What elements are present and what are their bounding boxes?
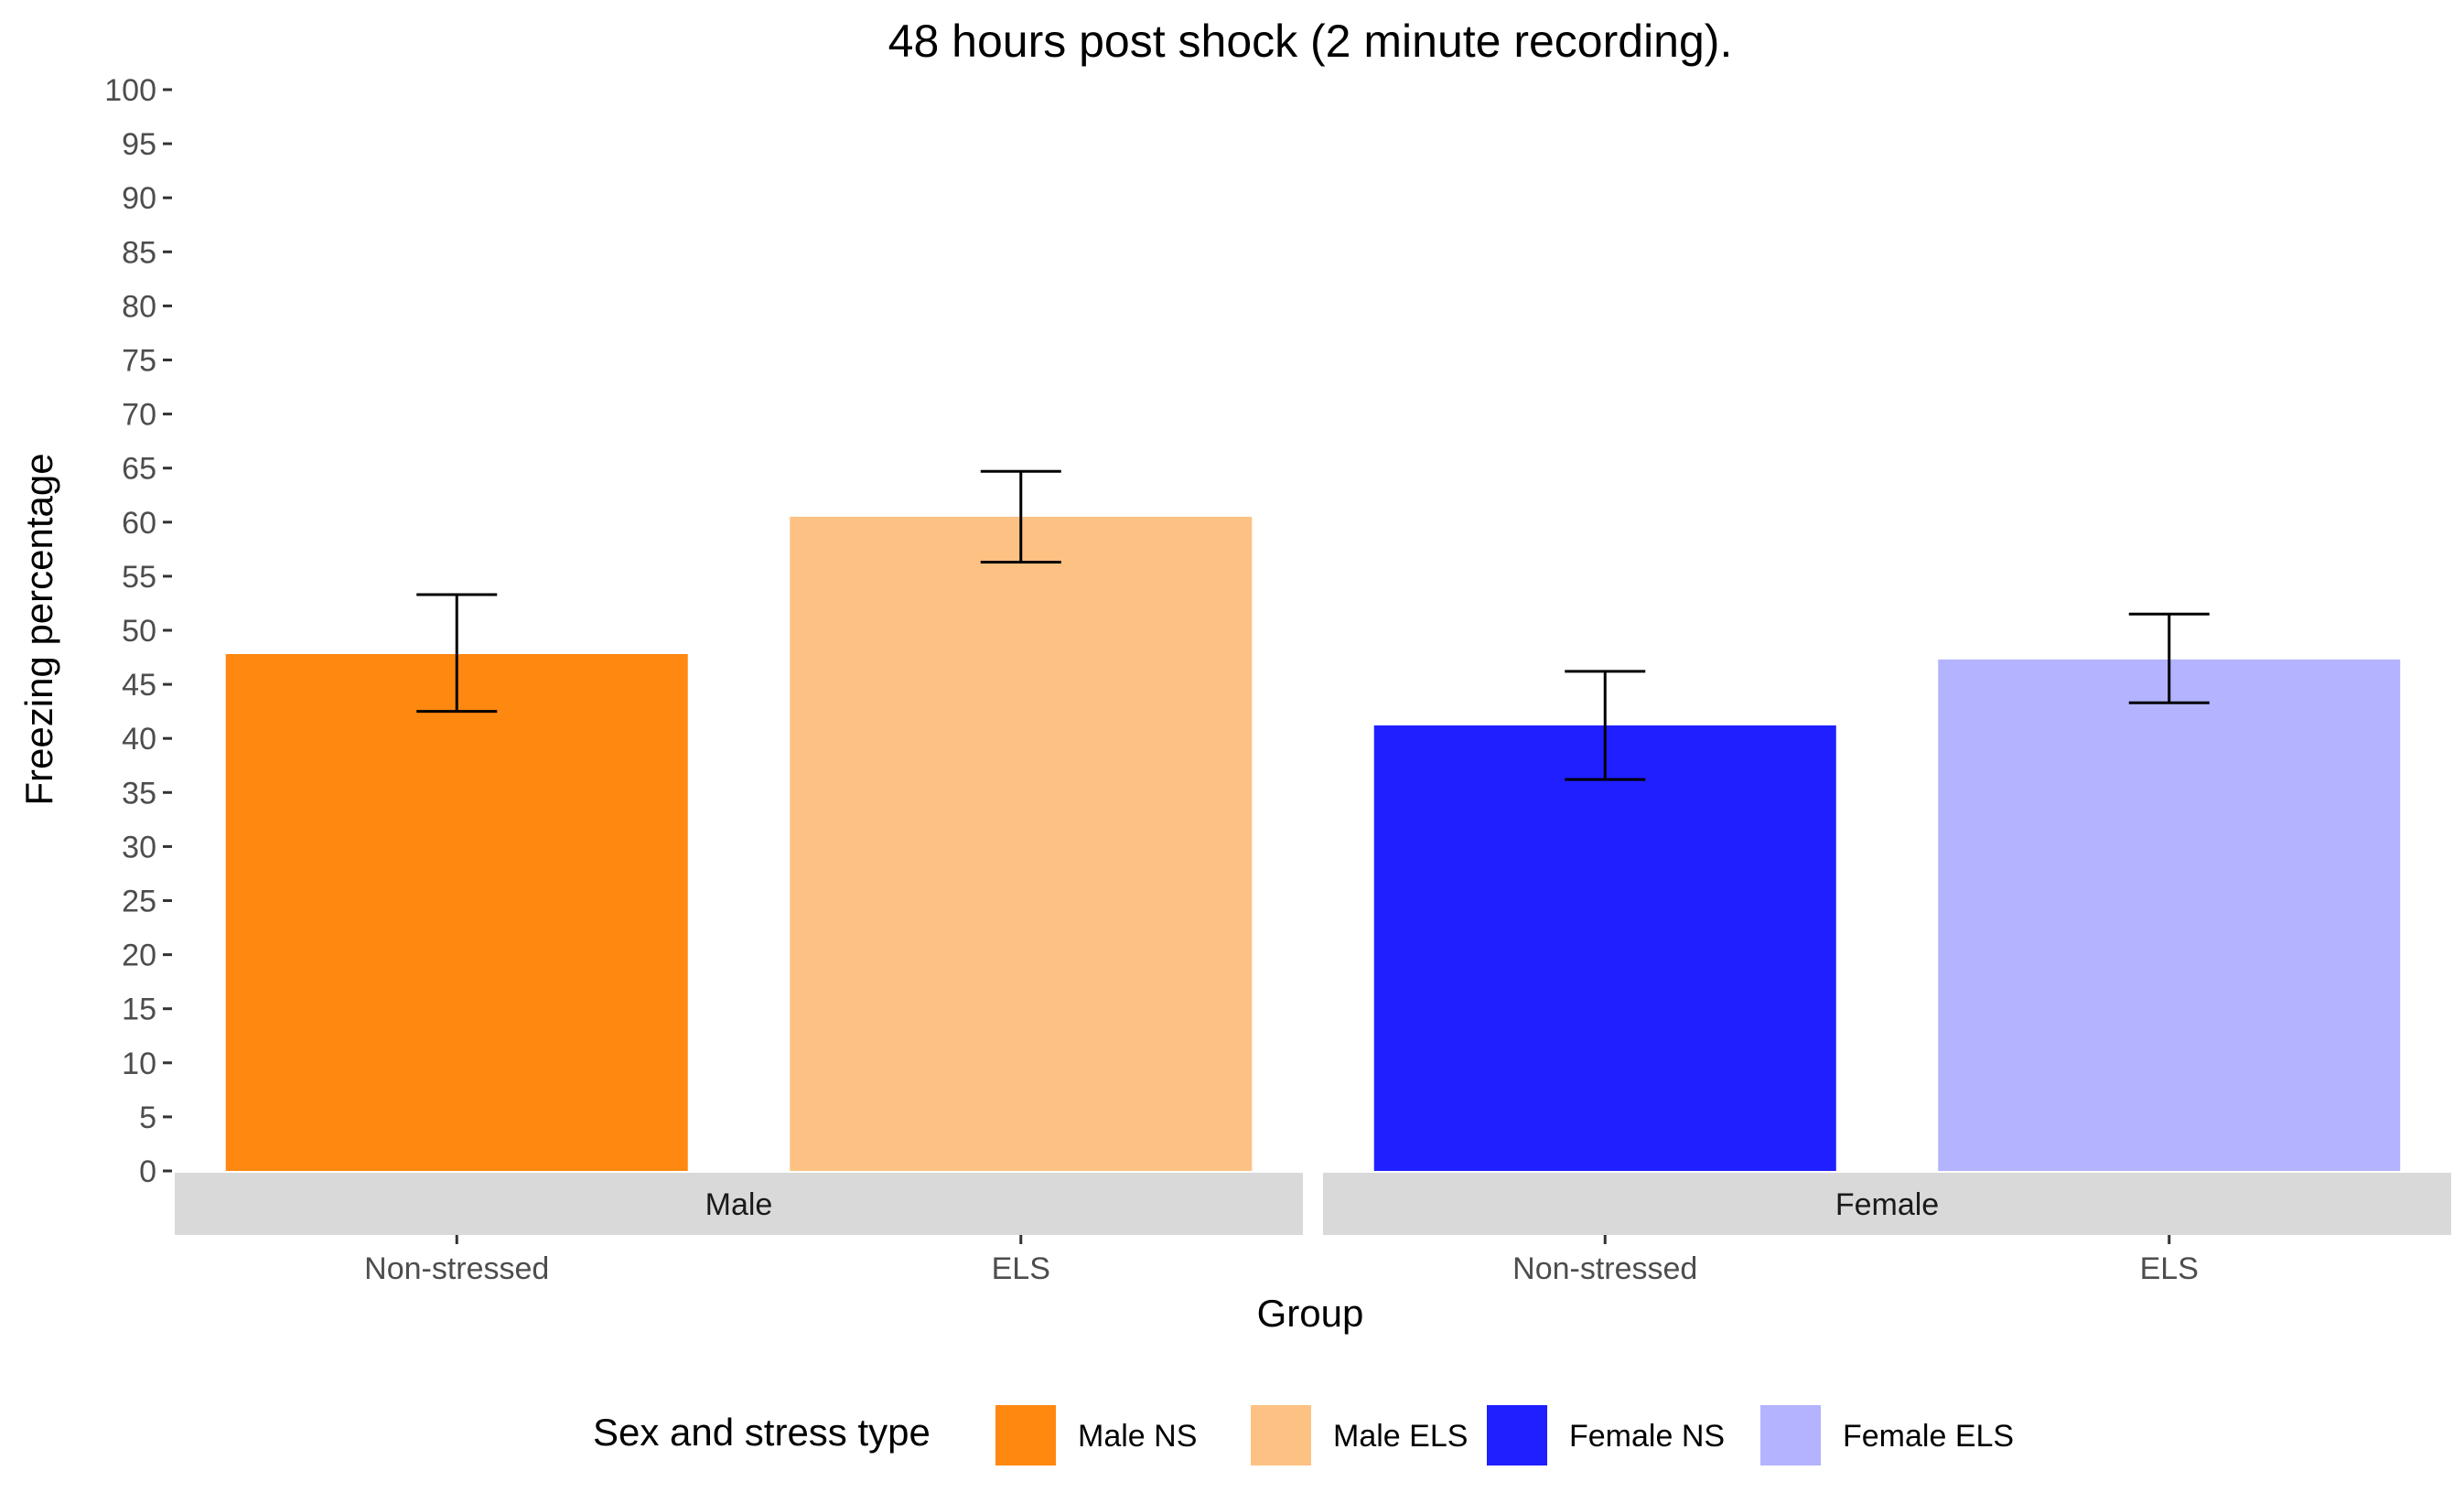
legend-key: [1251, 1405, 1311, 1465]
facet-strip-label: Male: [705, 1187, 773, 1222]
y-tick-label: 80: [122, 289, 156, 324]
legend-key: [995, 1405, 1056, 1465]
y-tick-label: 45: [122, 668, 156, 703]
x-tick-label: Non-stressed: [364, 1251, 549, 1286]
facet-panels: Non-stressed ELS Male Non-stressed ELS Female: [175, 469, 2451, 1286]
y-tick-label: 70: [122, 398, 156, 433]
bar: [790, 516, 1253, 1171]
y-tick-label: 100: [104, 73, 156, 108]
facet-strip: [175, 1173, 1303, 1235]
x-tick-label: ELS: [992, 1251, 1050, 1286]
legend-key: [1760, 1405, 1821, 1465]
y-tick-label: 35: [122, 776, 156, 811]
bar: [225, 654, 688, 1171]
y-tick-label: 85: [122, 235, 156, 270]
x-axis-title: Group: [1257, 1292, 1364, 1335]
y-tick-label: 65: [122, 452, 156, 487]
panel-male: Non-stressed ELS Male: [175, 469, 1303, 1286]
y-tick-label: 95: [122, 127, 156, 162]
y-tick-label: 90: [122, 181, 156, 216]
facet-strip: [1323, 1173, 2451, 1235]
legend-label: Male ELS: [1333, 1419, 1468, 1454]
bar: [1938, 659, 2401, 1171]
y-tick-label: 10: [122, 1047, 156, 1081]
y-tick-label: 0: [139, 1154, 156, 1189]
y-tick-label: 15: [122, 993, 156, 1027]
y-tick-label: 75: [122, 344, 156, 379]
y-tick-label: 55: [122, 560, 156, 595]
legend-key: [1487, 1405, 1547, 1465]
legend-label: Male NS: [1078, 1419, 1197, 1454]
legend-label: Female ELS: [1843, 1419, 2014, 1454]
y-tick-label: 50: [122, 614, 156, 649]
y-tick-label: 40: [122, 722, 156, 757]
y-tick-label: 30: [122, 830, 156, 864]
facet-strip-label: Female: [1835, 1187, 1939, 1222]
x-tick-label: Non-stressed: [1512, 1251, 1697, 1286]
x-tick-label: ELS: [2140, 1251, 2199, 1286]
y-tick-label: 25: [122, 885, 156, 919]
y-tick-label: 60: [122, 506, 156, 541]
legend-label: Female NS: [1569, 1419, 1725, 1454]
legend-title: Sex and stress type: [593, 1411, 931, 1454]
y-axis: 0 5 10 15 20 25 30 35 40 45 50 55 60 65 70 75 80 85 90 95 10…: [104, 73, 172, 1189]
y-axis-title: Freezing percentage: [17, 453, 60, 805]
y-tick-label: 20: [122, 939, 156, 973]
panel-female: Non-stressed ELS Female: [1323, 612, 2451, 1286]
chart-title: 48 hours post shock (2 minute recording)…: [888, 16, 1733, 67]
bar: [1373, 725, 1836, 1171]
y-tick-label: 5: [139, 1100, 156, 1135]
legend: Sex and stress type Male NS Male ELS Femal…: [593, 1405, 2014, 1465]
